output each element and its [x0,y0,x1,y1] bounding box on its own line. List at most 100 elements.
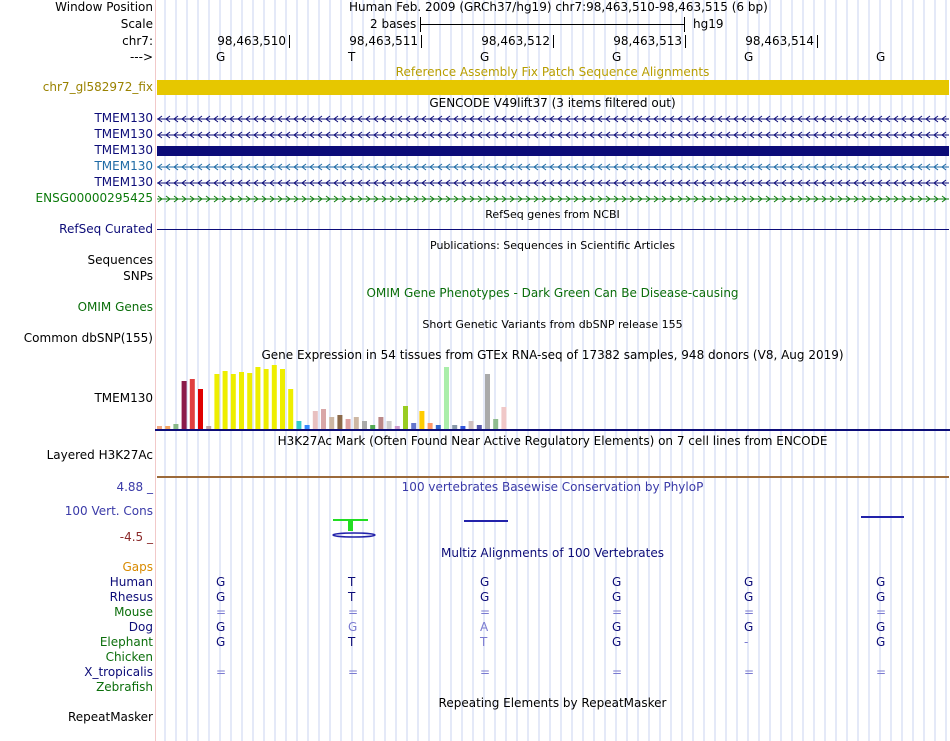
gencode-label[interactable]: TMEM130 [94,143,153,157]
alignment-base: G [876,590,886,604]
gtex-label[interactable]: TMEM130 [94,391,153,405]
alignment-base: G [612,590,622,604]
fix-patch-label[interactable]: chr7_gl582972_fix [42,80,153,94]
alignment-base: A [480,620,489,634]
sequences-label[interactable]: Sequences [87,253,153,267]
species-label[interactable]: Chicken [105,650,153,664]
gtex-tissue-bar [165,426,171,429]
gencode-label[interactable]: TMEM130 [94,127,153,141]
alignment-base: - [744,635,749,649]
omim-title[interactable]: OMIM Gene Phenotypes - Dark Green Can Be… [366,286,739,300]
alignment-base: G [612,575,622,589]
gtex-tissue-bar [485,374,490,429]
base-grid-lines [164,0,947,741]
species-label[interactable]: Human [109,575,153,589]
alignment-base: = [480,605,491,619]
gencode-title[interactable]: GENCODE V49lift37 (3 items filtered out) [429,96,676,110]
alignment-base: G [744,575,754,589]
window-position-label: Window Position [55,0,153,14]
gtex-tissue-bar [452,425,458,429]
gtex-tissue-bar [468,421,474,429]
repeatmasker-title[interactable]: Repeating Elements by RepeatMasker [438,696,667,710]
refseq-title[interactable]: RefSeq genes from NCBI [485,208,620,221]
h3k27ac-label[interactable]: Layered H3K27Ac [46,448,153,462]
alignment-base: = [216,605,227,619]
reference-base: T [348,50,356,64]
dbsnp-label[interactable]: Common dbSNP(155) [23,331,153,345]
alignment-base: G [612,620,622,634]
alignment-base: G [216,635,226,649]
fix-patch-bar[interactable] [157,80,949,95]
alignment-base: = [216,665,227,679]
species-label[interactable]: Elephant [99,635,153,649]
ruler-position: 98,463,511 [349,34,418,48]
phylop-plot[interactable] [155,495,950,545]
phylop-min: -4.5 _ [119,530,153,544]
alignment-base: G [480,575,490,589]
gtex-tissue-bar [386,421,392,429]
gtex-tissue-bar [230,374,236,429]
label-separator [155,0,156,741]
ruler-tick [685,35,686,48]
gencode-feature[interactable] [157,145,949,157]
h3k27ac-baseline [157,476,949,478]
gencode-feature[interactable] [157,161,949,173]
gencode-label[interactable]: TMEM130 [94,111,153,125]
dbsnp-title[interactable]: Short Genetic Variants from dbSNP releas… [422,318,683,331]
species-label[interactable]: Mouse [114,605,153,619]
gencode-feature[interactable] [157,129,949,141]
ruler-tick [553,35,554,48]
gencode-feature[interactable] [157,193,949,205]
multiz-title[interactable]: Multiz Alignments of 100 Vertebrates [440,546,665,560]
snps-label[interactable]: SNPs [123,269,153,283]
species-label[interactable]: Rhesus [109,590,153,604]
gencode-feature[interactable] [157,113,949,125]
gencode-label[interactable]: ENSG00000295425 [35,191,153,205]
gencode-feature[interactable] [157,177,949,189]
refseq-label[interactable]: RefSeq Curated [59,222,153,236]
gtex-tissue-bar [214,374,220,429]
gaps-label[interactable]: Gaps [122,560,153,574]
gtex-tissue-bar [362,421,367,429]
gtex-tissue-bar [411,423,417,429]
h3k27ac-title[interactable]: H3K27Ac Mark (Often Found Near Active Re… [277,434,828,448]
gtex-tissue-bar [296,421,302,429]
gtex-tissue-bar [329,417,335,429]
gtex-tissue-bar [239,372,244,429]
fix-patch-title[interactable]: Reference Assembly Fix Patch Sequence Al… [395,65,710,79]
reference-base: G [480,50,490,64]
gtex-tissue-bar [353,417,359,429]
phylop-title[interactable]: 100 vertebrates Basewise Conservation by… [401,480,704,494]
ruler-position: 98,463,514 [745,34,814,48]
alignment-base: = [348,665,359,679]
gtex-tissue-bar [157,426,162,429]
omim-label[interactable]: OMIM Genes [77,300,153,314]
gtex-tissue-bar [247,373,253,429]
ruler-position: 98,463,512 [481,34,550,48]
gtex-tissue-bar [378,417,384,429]
gencode-label[interactable]: TMEM130 [94,159,153,173]
alignment-base: G [216,590,226,604]
species-label[interactable]: Zebrafish [96,680,153,694]
alignment-base: G [216,575,226,589]
phylop-bar-pos [348,520,353,531]
assembly-info: Human Feb. 2009 (GRCh37/hg19) chr7:98,46… [349,0,768,14]
alignment-base: G [216,620,226,634]
reference-base: G [612,50,622,64]
gencode-label[interactable]: TMEM130 [94,175,153,189]
phylop-label[interactable]: 100 Vert. Cons [64,504,153,518]
gtex-bars[interactable] [155,362,950,432]
gtex-tissue-bar [427,423,433,429]
phylop-max: 4.88 _ [116,480,153,494]
ruler-tick [421,35,422,48]
species-label[interactable]: X_tropicalis [84,665,153,679]
gtex-tissue-bar [288,389,294,429]
gtex-tissue-bar [435,425,441,429]
reference-base: G [744,50,754,64]
species-label[interactable]: Dog [128,620,153,634]
refseq-line[interactable] [157,229,949,230]
publications-title[interactable]: Publications: Sequences in Scientific Ar… [430,239,675,252]
repeatmasker-label[interactable]: RepeatMasker [67,710,153,724]
alignment-base: = [744,665,755,679]
gtex-title[interactable]: Gene Expression in 54 tissues from GTEx … [261,348,844,362]
